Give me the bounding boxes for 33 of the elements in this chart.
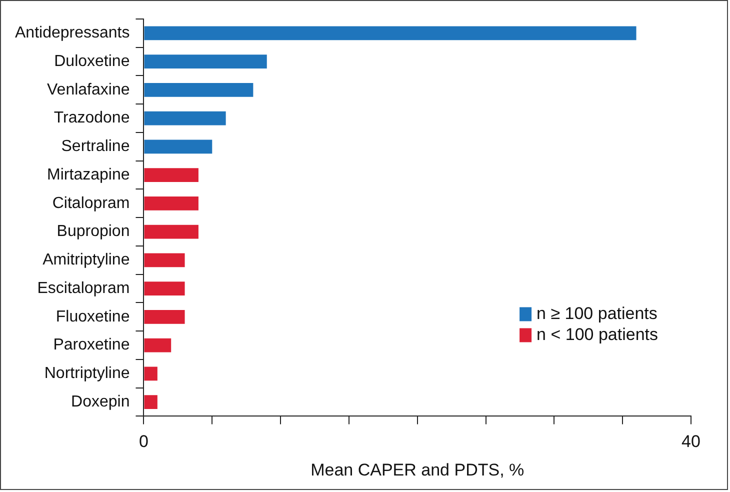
legend-label: n < 100 patients	[536, 324, 658, 344]
y-tick-label: Mirtazapine	[47, 166, 130, 184]
bar	[144, 54, 267, 69]
bar	[144, 26, 636, 40]
bar	[144, 282, 185, 296]
y-tick-label: Duloxetine	[54, 52, 130, 70]
y-tick-label: Paroxetine	[53, 336, 130, 354]
bar	[144, 196, 198, 210]
bar	[144, 395, 158, 409]
y-tick-label: Nortriptyline	[44, 365, 130, 382]
y-tick-label: Venlafaxine	[47, 81, 130, 98]
y-tick-label: Doxepin	[71, 393, 130, 410]
x-axis-title: Mean CAPER and PDTS, %	[310, 460, 524, 480]
y-tick-label: Fluoxetine	[56, 308, 130, 326]
x-tick-label: 40	[682, 432, 700, 452]
bar	[144, 82, 254, 97]
bar	[144, 111, 226, 126]
y-tick-label: Escitalopram	[37, 280, 130, 297]
bar	[144, 310, 185, 324]
bar	[144, 338, 172, 352]
y-tick-label: Amitriptyline	[42, 252, 130, 269]
legend-label: n ≥ 100 patients	[536, 304, 658, 323]
bar	[144, 168, 198, 182]
y-tick-label: Antidepressants	[15, 24, 130, 42]
bar	[144, 224, 198, 239]
bar	[144, 366, 158, 381]
y-tick-label: Sertraline	[61, 138, 130, 156]
bar	[144, 253, 185, 268]
bar	[144, 140, 212, 154]
y-tick-label: Trazodone	[54, 110, 130, 127]
y-tick-label: Citalopram	[52, 194, 130, 212]
x-tick-label: 0	[139, 432, 148, 452]
y-tick-label: Bupropion	[56, 223, 130, 240]
